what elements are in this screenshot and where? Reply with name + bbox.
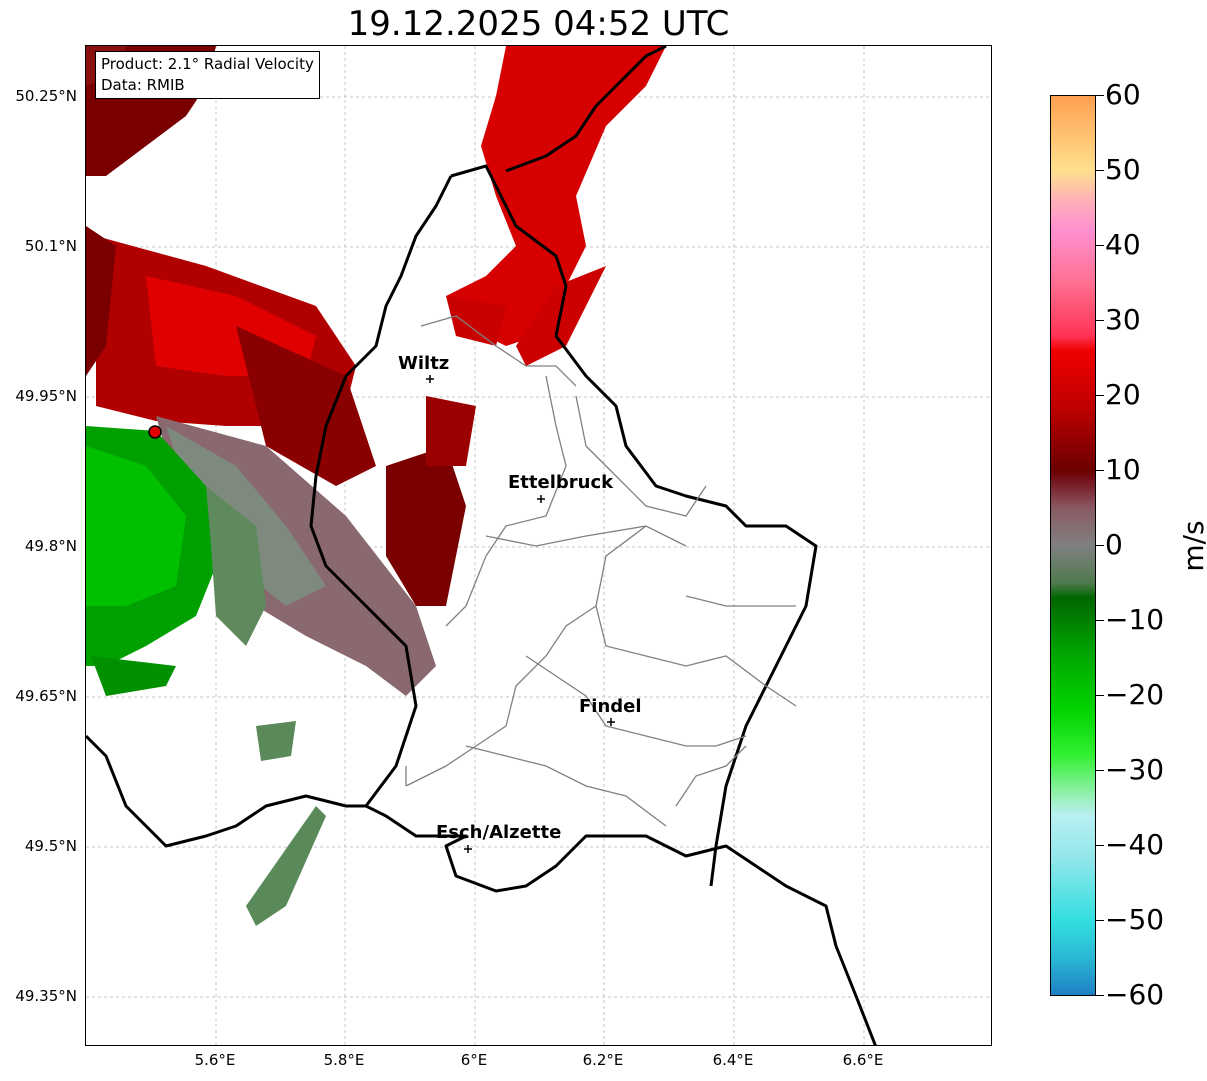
- colorbar-gradient: [1051, 96, 1095, 995]
- lat-tick-label: 49.8°N: [24, 537, 77, 555]
- city-label-ettelbruck: Ettelbruck: [508, 472, 614, 493]
- colorbar-tick-label: 50: [1105, 153, 1141, 186]
- map-title: 19.12.2025 04:52 UTC: [347, 4, 730, 44]
- lon-tick-label: 6.6°E: [842, 1051, 884, 1069]
- colorbar-tick: [1096, 245, 1104, 246]
- colorbar-tick: [1096, 95, 1104, 96]
- lat-tick-label: 50.1°N: [24, 237, 77, 255]
- canton-borders: [405, 315, 797, 827]
- colorbar-tick: [1096, 395, 1104, 396]
- lat-tick-label: 49.95°N: [15, 387, 77, 405]
- lon-tick-label: 5.6°E: [194, 1051, 236, 1069]
- colorbar-tick-label: −40: [1105, 828, 1165, 861]
- colorbar-tick: [1096, 545, 1104, 546]
- lon-tick-label: 6°E: [460, 1051, 488, 1069]
- colorbar-tick: [1096, 920, 1104, 921]
- city-label-esch: Esch/Alzette: [436, 822, 561, 843]
- lat-tick-label: 49.5°N: [24, 837, 77, 855]
- colorbar-tick: [1096, 470, 1104, 471]
- colorbar-tick-label: 40: [1105, 228, 1141, 261]
- lon-tick-label: 6.2°E: [582, 1051, 624, 1069]
- product-info-box: Product: 2.1° Radial Velocity Data: RMIB: [95, 51, 320, 99]
- city-label-wiltz: Wiltz: [398, 353, 449, 374]
- radar-map[interactable]: Wiltz Ettelbruck Findel Esch/Alzette: [85, 45, 992, 1046]
- colorbar-tick-label: −20: [1105, 678, 1165, 711]
- colorbar-tick-label: 30: [1105, 303, 1141, 336]
- colorbar-unit-label: m/s: [1177, 520, 1207, 572]
- colorbar-tick: [1096, 620, 1104, 621]
- colorbar-tick-label: −30: [1105, 753, 1165, 786]
- colorbar-tick-label: 60: [1105, 78, 1141, 111]
- echo-sw-cells: [246, 806, 326, 926]
- colorbar-tick: [1096, 320, 1104, 321]
- colorbar-tick: [1096, 845, 1104, 846]
- colorbar-tick: [1096, 695, 1104, 696]
- colorbar-tick-label: 20: [1105, 378, 1141, 411]
- lat-tick-label: 49.35°N: [15, 987, 77, 1005]
- colorbar-tick-label: −60: [1105, 978, 1165, 1011]
- data-source-label: Data: RMIB: [101, 76, 185, 94]
- lon-tick-label: 5.8°E: [323, 1051, 365, 1069]
- colorbar: [1050, 95, 1096, 996]
- colorbar-tick: [1096, 770, 1104, 771]
- colorbar-tick: [1096, 170, 1104, 171]
- lat-tick-label: 49.65°N: [15, 687, 77, 705]
- lat-tick-label: 50.25°N: [15, 87, 77, 105]
- city-markers: [426, 375, 615, 853]
- map-canvas: Wiltz Ettelbruck Findel Esch/Alzette: [86, 46, 991, 1045]
- colorbar-tick-label: 10: [1105, 453, 1141, 486]
- lon-tick-label: 6.4°E: [712, 1051, 754, 1069]
- echo-ne-band: [446, 46, 666, 346]
- product-label: Product: 2.1° Radial Velocity: [101, 55, 314, 73]
- colorbar-tick-label: 0: [1105, 528, 1123, 561]
- country-borders: [86, 46, 877, 1045]
- colorbar-tick: [1096, 995, 1104, 996]
- colorbar-tick-label: −10: [1105, 603, 1165, 636]
- colorbar-tick-label: −50: [1105, 903, 1165, 936]
- radar-site-marker: [148, 425, 162, 439]
- city-label-findel: Findel: [579, 696, 642, 717]
- radar-echoes: [86, 46, 666, 926]
